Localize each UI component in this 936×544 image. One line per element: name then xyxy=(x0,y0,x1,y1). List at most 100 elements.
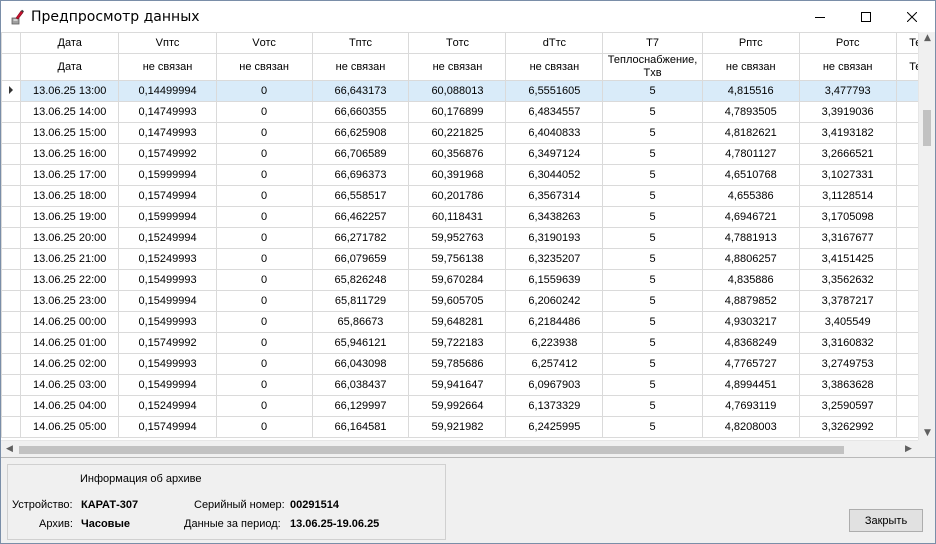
table-cell[interactable]: 13.06.25 22:00 xyxy=(20,269,120,291)
column-header[interactable]: Pотс xyxy=(798,32,897,54)
column-header[interactable]: Pптс xyxy=(701,32,800,54)
table-cell[interactable]: 4,8208003 xyxy=(701,416,800,438)
table-row[interactable]: 13.06.25 23:00 0,15499994 0 65,811729 59,605… xyxy=(1,290,935,312)
column-header[interactable]: Дата xyxy=(20,32,120,54)
table-row[interactable]: 13.06.25 20:00 0,15249994 0 66,271782 59,952… xyxy=(1,227,935,249)
table-cell[interactable]: 4,7801127 xyxy=(701,143,800,165)
table-cell[interactable]: 14.06.25 03:00 xyxy=(20,374,120,396)
table-cell[interactable]: 66,660355 xyxy=(311,101,410,123)
table-cell[interactable]: 5 xyxy=(602,101,703,123)
table-cell[interactable]: 0 xyxy=(215,206,313,228)
table-cell[interactable]: 14.06.25 00:00 xyxy=(20,311,120,333)
column-binding-header[interactable]: не связан xyxy=(798,53,897,81)
table-cell[interactable]: 13.06.25 20:00 xyxy=(20,227,120,249)
table-row[interactable]: 14.06.25 02:00 0,15499993 0 66,043098 59,785… xyxy=(1,353,935,375)
table-cell[interactable]: 0 xyxy=(215,332,313,354)
table-cell[interactable]: 13.06.25 16:00 xyxy=(20,143,120,165)
table-cell[interactable]: 0,15749994 xyxy=(118,416,217,438)
table-cell[interactable]: 4,7881913 xyxy=(701,227,800,249)
table-cell[interactable]: 3,477793 xyxy=(798,80,897,102)
table-cell[interactable]: 13.06.25 14:00 xyxy=(20,101,120,123)
table-cell[interactable]: 0,15249994 xyxy=(118,395,217,417)
table-cell[interactable]: 60,088013 xyxy=(408,80,507,102)
table-cell[interactable]: 65,811729 xyxy=(311,290,410,312)
table-cell[interactable]: 3,1128514 xyxy=(798,185,897,207)
table-cell[interactable]: 0,14749993 xyxy=(118,122,217,144)
column-header[interactable]: Vптс xyxy=(118,32,217,54)
row-header[interactable] xyxy=(1,353,22,375)
table-cell[interactable]: 65,86673 xyxy=(311,311,410,333)
table-cell[interactable]: 0 xyxy=(215,311,313,333)
table-row[interactable]: 14.06.25 00:00 0,15499993 0 65,86673 59,6482… xyxy=(1,311,935,333)
column-binding-header[interactable]: не связан xyxy=(311,53,410,81)
table-cell[interactable]: 6,2060242 xyxy=(505,290,604,312)
column-binding-header[interactable]: не связан xyxy=(408,53,507,81)
table-cell[interactable]: 5 xyxy=(602,353,703,375)
minimize-button[interactable] xyxy=(797,1,843,32)
table-cell[interactable]: 4,7765727 xyxy=(701,353,800,375)
row-header[interactable] xyxy=(1,290,22,312)
table-cell[interactable]: 0 xyxy=(215,416,313,438)
row-header[interactable] xyxy=(1,311,22,333)
table-cell[interactable]: 5 xyxy=(602,416,703,438)
table-cell[interactable]: 65,946121 xyxy=(311,332,410,354)
close-button[interactable]: Закрыть xyxy=(849,509,923,532)
table-row[interactable]: 13.06.25 14:00 0,14749993 0 66,660355 60,176… xyxy=(1,101,935,123)
close-window-button[interactable] xyxy=(889,1,935,32)
row-header[interactable] xyxy=(1,395,22,417)
table-cell[interactable]: 60,118431 xyxy=(408,206,507,228)
table-cell[interactable]: 5 xyxy=(602,80,703,102)
column-binding-header[interactable]: не связан xyxy=(701,53,800,81)
table-cell[interactable]: 66,129997 xyxy=(311,395,410,417)
table-cell[interactable]: 59,992664 xyxy=(408,395,507,417)
row-header[interactable] xyxy=(1,101,22,123)
scroll-down-icon[interactable]: ▼ xyxy=(924,428,931,438)
table-cell[interactable]: 5 xyxy=(602,311,703,333)
table-cell[interactable]: 3,4193182 xyxy=(798,122,897,144)
table-cell[interactable]: 0 xyxy=(215,185,313,207)
table-row[interactable]: 13.06.25 19:00 0,15999994 0 66,462257 60,118… xyxy=(1,206,935,228)
table-cell[interactable]: 0,15999994 xyxy=(118,206,217,228)
table-cell[interactable]: 0,15749992 xyxy=(118,332,217,354)
table-cell[interactable]: 13.06.25 17:00 xyxy=(20,164,120,186)
table-cell[interactable]: 60,176899 xyxy=(408,101,507,123)
table-cell[interactable]: 0,15499994 xyxy=(118,374,217,396)
table-cell[interactable]: 6,4040833 xyxy=(505,122,604,144)
table-cell[interactable]: 4,8806257 xyxy=(701,248,800,270)
table-row[interactable]: 13.06.25 21:00 0,15249993 0 66,079659 59,756… xyxy=(1,248,935,270)
table-row[interactable]: 14.06.25 05:00 0,15749994 0 66,164581 59,921… xyxy=(1,416,935,438)
table-cell[interactable]: 66,079659 xyxy=(311,248,410,270)
table-cell[interactable]: 0,15249993 xyxy=(118,248,217,270)
column-binding-header[interactable]: не связан xyxy=(505,53,604,81)
table-cell[interactable]: 5 xyxy=(602,269,703,291)
table-cell[interactable]: 0,15499993 xyxy=(118,353,217,375)
table-cell[interactable]: 5 xyxy=(602,206,703,228)
table-cell[interactable]: 13.06.25 23:00 xyxy=(20,290,120,312)
table-cell[interactable]: 6,1373329 xyxy=(505,395,604,417)
table-cell[interactable]: 59,756138 xyxy=(408,248,507,270)
row-header[interactable] xyxy=(1,332,22,354)
column-header[interactable]: Tптс xyxy=(311,32,410,54)
table-cell[interactable]: 6,257412 xyxy=(505,353,604,375)
table-cell[interactable]: 4,8994451 xyxy=(701,374,800,396)
table-row[interactable]: 13.06.25 13:00 0,14499994 0 66,643173 60,088… xyxy=(1,80,935,102)
table-cell[interactable]: 6,3235207 xyxy=(505,248,604,270)
table-cell[interactable]: 0 xyxy=(215,143,313,165)
table-cell[interactable]: 5 xyxy=(602,185,703,207)
column-binding-header[interactable]: Теплоснабжение, Tхв xyxy=(602,53,703,81)
table-cell[interactable]: 0 xyxy=(215,395,313,417)
table-cell[interactable]: 3,4151425 xyxy=(798,248,897,270)
table-cell[interactable]: 0 xyxy=(215,164,313,186)
column-binding-header[interactable]: не связан xyxy=(118,53,217,81)
table-cell[interactable]: 0 xyxy=(215,101,313,123)
table-cell[interactable]: 4,6510768 xyxy=(701,164,800,186)
table-cell[interactable]: 6,2425995 xyxy=(505,416,604,438)
table-cell[interactable]: 3,3160832 xyxy=(798,332,897,354)
table-cell[interactable]: 3,405549 xyxy=(798,311,897,333)
table-cell[interactable]: 0,15499993 xyxy=(118,311,217,333)
table-cell[interactable]: 4,815516 xyxy=(701,80,800,102)
table-cell[interactable]: 13.06.25 19:00 xyxy=(20,206,120,228)
row-header[interactable] xyxy=(1,227,22,249)
table-cell[interactable]: 6,2184486 xyxy=(505,311,604,333)
table-cell[interactable]: 60,201786 xyxy=(408,185,507,207)
